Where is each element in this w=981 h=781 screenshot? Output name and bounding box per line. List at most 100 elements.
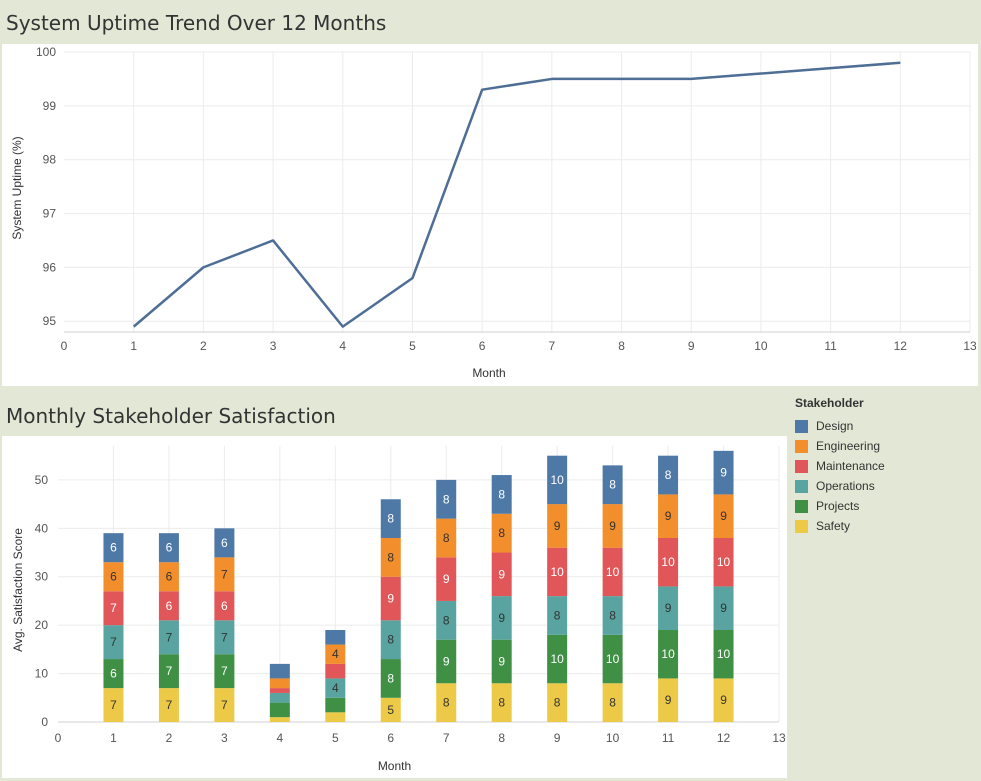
x-tick-label: 9: [688, 339, 695, 353]
bar-data-label: 6: [221, 599, 228, 613]
legend-item-maintenance[interactable]: Maintenance: [795, 456, 885, 476]
bar-data-label: 7: [166, 698, 173, 712]
bar-segment-maintenance: [325, 663, 346, 679]
bar-segment-design: [325, 630, 346, 645]
bar-data-label: 7: [221, 630, 228, 644]
x-tick-label: 4: [339, 339, 346, 353]
bar-segment-design: [602, 465, 623, 505]
bar-segment-engineering: [380, 538, 401, 577]
bar-segment-maintenance: [658, 538, 679, 587]
bar-data-label: 6: [110, 570, 117, 584]
bar-data-label: 8: [498, 487, 505, 501]
bar-data-label: 5: [387, 703, 394, 717]
bar-segment-safety: [325, 712, 346, 722]
legend-item-engineering[interactable]: Engineering: [795, 436, 885, 456]
bar-segment-engineering: [602, 504, 623, 548]
bar-segment-safety: [658, 678, 679, 722]
bar-data-label: 8: [443, 696, 450, 710]
bar-segment-projects: [214, 654, 235, 689]
bar-data-label: 9: [443, 654, 450, 668]
x-tick-label: 7: [443, 731, 450, 745]
bar-segment-safety: [158, 688, 179, 722]
legend-swatch: [795, 419, 808, 433]
legend-item-design[interactable]: Design: [795, 416, 885, 436]
y-tick-label: 100: [36, 45, 56, 59]
y-axis-title: Avg. Satisfaction Score: [11, 528, 25, 652]
x-tick-label: 13: [963, 339, 977, 353]
legend-swatch: [795, 439, 808, 453]
x-tick-label: 7: [549, 339, 556, 353]
x-tick-label: 2: [166, 731, 173, 745]
bar-segment-projects: [547, 634, 568, 684]
bar-segment-design: [269, 663, 290, 679]
legend-title: Stakeholder: [795, 396, 864, 410]
legend-item-safety[interactable]: Safety: [795, 516, 885, 536]
bar-segment-safety: [269, 717, 290, 722]
bar-data-label: 8: [665, 468, 672, 482]
bar-data-label: 4: [332, 647, 339, 661]
legend-label: Projects: [816, 499, 860, 513]
bar-segment-engineering: [713, 494, 734, 538]
bar-segment-operations: [658, 586, 679, 630]
bar-segment-operations: [602, 596, 623, 635]
x-axis-title: Month: [472, 366, 505, 380]
bar-segment-projects: [325, 697, 346, 713]
x-axis-title: Month: [378, 759, 411, 773]
bar-segment-maintenance: [713, 538, 734, 587]
bar-data-label: 7: [110, 698, 117, 712]
bar-segment-design: [491, 475, 512, 514]
bar-segment-design: [158, 533, 179, 563]
bar-data-label: 9: [498, 654, 505, 668]
satisfaction-stacked-bar-chart: 0 1 2 3 4 5 6 7 8 9 10 11 12 130102030405076776677766…: [11, 446, 786, 773]
bar-segment-maintenance: [158, 591, 179, 621]
bar-segment-operations: [103, 625, 124, 660]
bar-segment-safety: [380, 697, 401, 722]
bar-segment-projects: [158, 654, 179, 689]
bar-data-label: 8: [498, 526, 505, 540]
bar-segment-engineering: [547, 504, 568, 548]
bar-segment-safety: [491, 683, 512, 722]
legend-label: Maintenance: [816, 459, 885, 473]
legend-item-operations[interactable]: Operations: [795, 476, 885, 496]
x-tick-label: 5: [332, 731, 339, 745]
bar-data-label: 10: [717, 647, 731, 661]
bar-data-label: 6: [110, 667, 117, 681]
x-tick-label: 5: [409, 339, 416, 353]
bar-segment-maintenance: [214, 591, 235, 621]
bar-segment-operations: [214, 620, 235, 655]
bar-segment-engineering: [214, 557, 235, 592]
x-tick-label: 12: [894, 339, 908, 353]
bar-segment-operations: [380, 620, 401, 660]
y-tick-label: 96: [43, 260, 57, 274]
x-tick-label: 11: [662, 731, 675, 745]
bar-segment-engineering: [269, 678, 290, 689]
x-tick-label: 10: [754, 339, 768, 353]
y-tick-label: 50: [35, 473, 49, 487]
bar-data-label: 8: [443, 613, 450, 627]
bar-data-label: 10: [550, 473, 564, 487]
bar-data-label: 9: [443, 572, 450, 586]
bar-segment-projects: [103, 659, 124, 689]
bar-segment-maintenance: [103, 591, 124, 626]
bar-data-label: 6: [166, 541, 173, 555]
stakeholder-legend: Stakeholder Design Engineering Maintenan…: [795, 396, 885, 536]
legend-swatch: [795, 499, 808, 513]
legend-swatch: [795, 459, 808, 473]
x-tick-label: 3: [221, 731, 228, 745]
y-tick-label: 30: [35, 570, 49, 584]
bar-segment-maintenance: [380, 576, 401, 621]
legend-item-projects[interactable]: Projects: [795, 496, 885, 516]
y-tick-label: 20: [35, 618, 49, 632]
x-tick-label: 0: [55, 731, 62, 745]
bar-data-label: 10: [550, 652, 564, 666]
bar-data-label: 9: [720, 466, 727, 480]
x-tick-label: 1: [110, 731, 117, 745]
x-tick-label: 13: [772, 731, 786, 745]
bar-segment-maintenance: [547, 547, 568, 597]
bar-segment-maintenance: [491, 552, 512, 597]
bar-data-label: 7: [221, 698, 228, 712]
y-tick-label: 0: [41, 715, 48, 729]
bar-data-label: 8: [609, 478, 616, 492]
bar-segment-projects: [602, 634, 623, 684]
bar-data-label: 6: [166, 599, 173, 613]
